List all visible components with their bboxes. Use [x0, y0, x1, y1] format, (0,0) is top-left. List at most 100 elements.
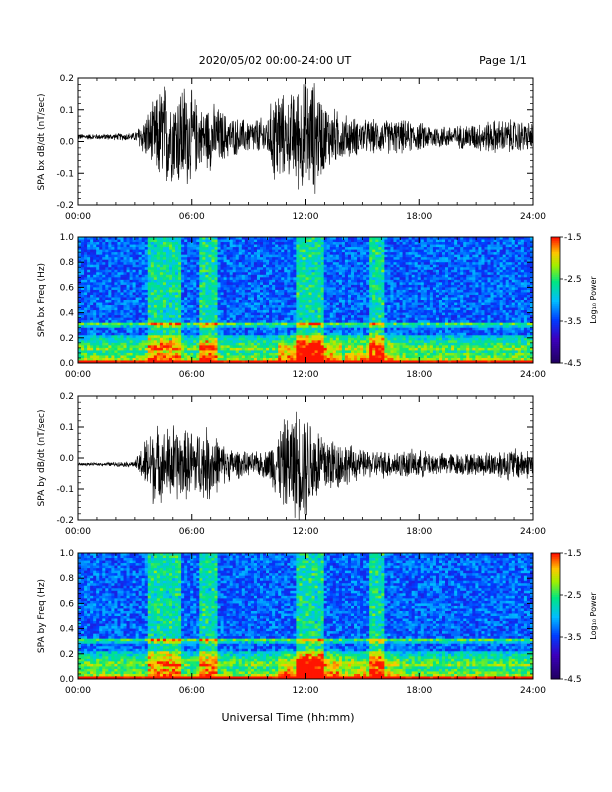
- spectrogram-cell: [223, 252, 228, 256]
- spectrogram-cell: [202, 355, 206, 359]
- spectrogram-cell: [317, 259, 322, 263]
- spectrogram-cell: [120, 320, 124, 324]
- spectrogram-cell: [360, 355, 364, 359]
- spectrogram-cell: [84, 259, 88, 263]
- spectrogram-cell: [117, 274, 121, 278]
- spectrogram-cell: [217, 257, 221, 261]
- spectrogram-cell: [114, 330, 118, 334]
- spectrogram-cell: [247, 259, 252, 263]
- spectrogram-cell: [190, 332, 194, 336]
- spectrogram-cell: [335, 277, 340, 281]
- spectrogram-cell: [335, 239, 340, 243]
- spectrogram-cell: [296, 342, 300, 346]
- spectrogram-cell: [275, 330, 279, 334]
- spectrogram-cell: [81, 307, 85, 311]
- spectrogram-cell: [308, 322, 312, 326]
- spectrogram-cell: [99, 264, 103, 268]
- spectrogram-cell: [314, 287, 319, 291]
- spectrogram-cell: [117, 252, 121, 256]
- spectrogram-cell: [190, 352, 194, 356]
- spectrogram-cell: [178, 300, 182, 303]
- spectrogram-cell: [223, 237, 228, 240]
- spectrogram-cell: [172, 350, 176, 354]
- spectrogram-cell: [320, 310, 325, 313]
- spectrogram-cell: [223, 254, 228, 258]
- spectrogram-cell: [135, 330, 140, 334]
- spectrogram-cell: [293, 325, 297, 329]
- spectrogram-cell: [238, 340, 243, 344]
- spectrogram-cell: [175, 307, 179, 311]
- spectrogram-cell: [159, 302, 164, 306]
- spectrogram-cell: [272, 259, 276, 263]
- spectrogram-cell: [344, 239, 349, 243]
- spectrogram-cell: [184, 317, 188, 321]
- spectrogram-cell: [144, 279, 149, 283]
- spectrogram-cell: [314, 274, 319, 278]
- spectrogram-cell: [363, 239, 367, 243]
- spectrogram-cell: [90, 289, 94, 293]
- spectrogram-cell: [84, 352, 88, 356]
- spectrogram-cell: [347, 345, 352, 349]
- spectrogram-cell: [165, 307, 170, 311]
- spectrogram-cell: [208, 327, 212, 331]
- spectrogram-cell: [357, 322, 361, 326]
- spectrogram-cell: [232, 325, 237, 329]
- spectrogram-cell: [278, 317, 282, 321]
- spectrogram-cell: [275, 302, 279, 306]
- spectrogram-cell: [193, 242, 197, 245]
- spectrogram-cell: [223, 272, 228, 276]
- spectrogram-cell: [108, 350, 112, 354]
- spectrogram-cell: [159, 312, 164, 316]
- spectrogram-cell: [181, 327, 185, 331]
- spectrogram-cell: [287, 292, 291, 296]
- spectrogram-cell: [347, 340, 352, 344]
- spectrogram-cell: [147, 257, 152, 261]
- spectrogram-cell: [326, 294, 331, 298]
- spectrogram-cell: [214, 337, 218, 341]
- spectrogram-cell: [305, 249, 309, 253]
- spectrogram-cell: [317, 247, 322, 250]
- spectrogram-cell: [178, 345, 182, 349]
- spectrogram-cell: [156, 264, 161, 268]
- spectrogram-cell: [302, 292, 306, 296]
- spectrogram-cell: [302, 300, 306, 303]
- spectrogram-cell: [217, 259, 221, 263]
- spectrogram-cell: [354, 249, 358, 253]
- spectrogram-cell: [317, 252, 322, 256]
- spectrogram-cell: [293, 287, 297, 291]
- spectrogram-cell: [111, 237, 115, 240]
- spectrogram-cell: [269, 320, 273, 324]
- spectrogram-cell: [126, 289, 130, 293]
- spectrogram-cell: [293, 352, 297, 356]
- spectrogram-cell: [138, 284, 143, 288]
- spectrogram-cell: [141, 340, 146, 344]
- spectrogram-cell: [232, 272, 237, 276]
- spectrogram-cell: [150, 244, 155, 248]
- spectrogram-cell: [256, 312, 261, 316]
- spectrogram-cell: [357, 239, 361, 243]
- spectrogram-cell: [229, 357, 234, 361]
- spectrogram-cell: [241, 315, 246, 319]
- spectrogram-cell: [147, 312, 152, 316]
- spectrogram-cell: [196, 297, 200, 301]
- spectrogram-cell: [260, 317, 264, 321]
- spectrogram-cell: [108, 249, 112, 253]
- spectrogram-cell: [296, 282, 300, 286]
- spectrogram-cell: [296, 335, 300, 339]
- spectrogram-cell: [190, 289, 194, 293]
- spectrogram-cell: [111, 252, 115, 256]
- spectrogram-cell: [123, 320, 127, 324]
- spectrogram-cell: [332, 244, 337, 248]
- spectrogram-cell: [366, 312, 370, 316]
- spectrogram-cell: [296, 237, 300, 240]
- spectrogram-cell: [135, 345, 140, 349]
- spectrogram-cell: [144, 259, 149, 263]
- spectrogram-cell: [287, 252, 291, 256]
- spectrogram-cell: [351, 277, 355, 281]
- spectrogram-cell: [344, 262, 349, 266]
- spectrogram-cell: [141, 269, 146, 273]
- spectrogram-cell: [247, 249, 252, 253]
- spectrogram-cell: [238, 315, 243, 319]
- spectrogram-cell: [284, 242, 288, 245]
- spectrogram-cell: [175, 360, 179, 364]
